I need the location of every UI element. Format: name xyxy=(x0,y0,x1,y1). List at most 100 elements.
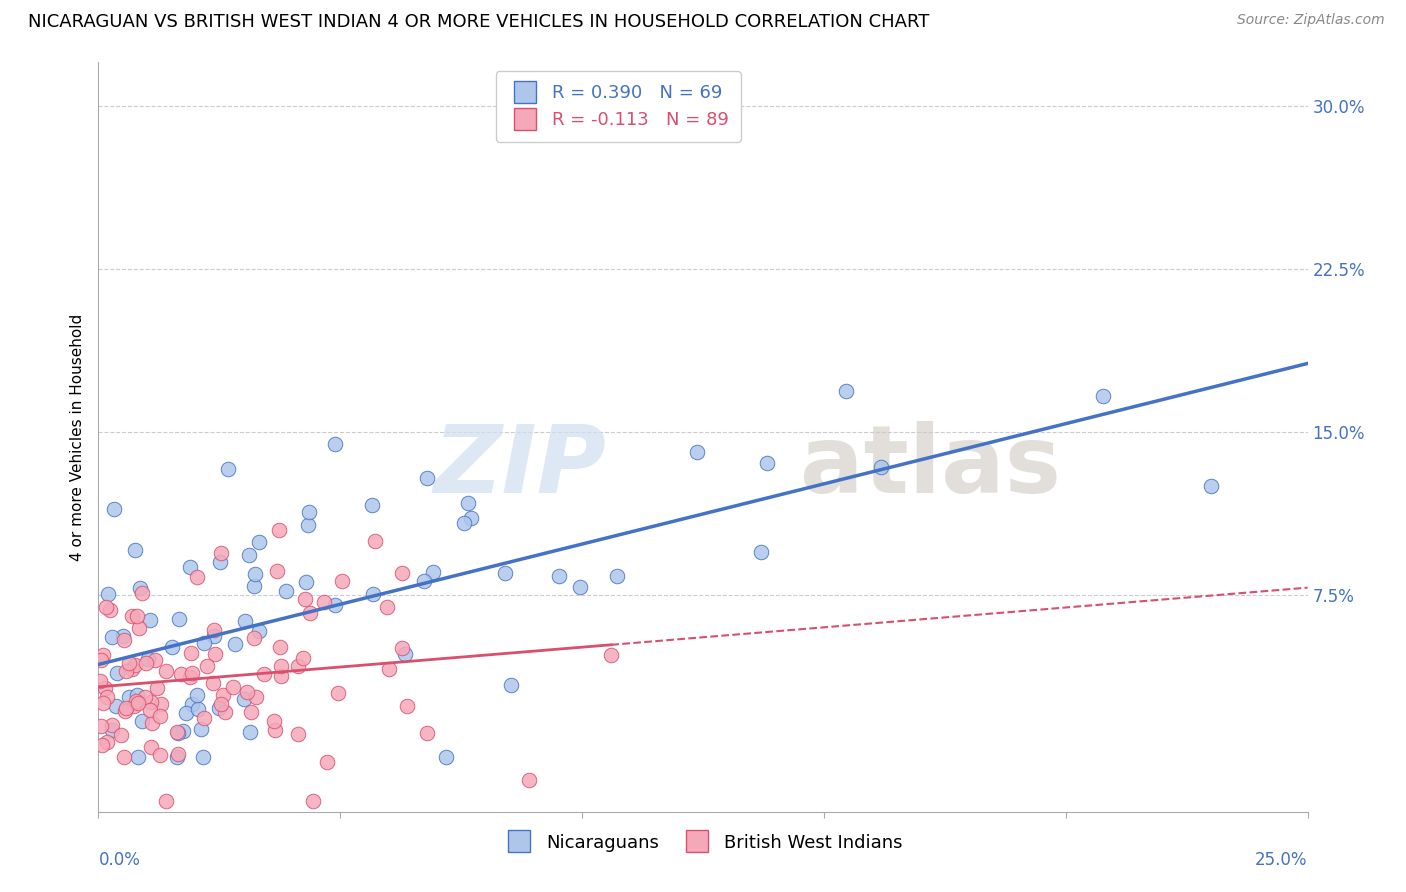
Point xyxy=(141,715,163,730)
Point xyxy=(499,678,522,692)
Point xyxy=(749,544,772,558)
Point xyxy=(202,623,225,637)
Point xyxy=(222,680,245,694)
Point xyxy=(294,575,316,590)
Point xyxy=(239,725,262,739)
Point xyxy=(139,613,162,627)
Point xyxy=(209,546,232,560)
Point xyxy=(94,681,117,695)
Point xyxy=(291,651,314,665)
Point xyxy=(606,569,628,583)
Point xyxy=(148,748,170,763)
Point xyxy=(139,739,162,754)
Point xyxy=(112,750,135,764)
Point xyxy=(297,517,319,532)
Point xyxy=(870,460,893,475)
Point xyxy=(453,516,475,530)
Point xyxy=(209,556,232,570)
Point xyxy=(105,665,128,680)
Legend: Nicaraguans, British West Indians: Nicaraguans, British West Indians xyxy=(496,827,910,859)
Point xyxy=(197,659,219,673)
Point xyxy=(101,723,124,738)
Point xyxy=(118,690,141,705)
Point xyxy=(124,657,146,672)
Point xyxy=(128,621,150,635)
Point xyxy=(312,595,335,609)
Point xyxy=(193,711,215,725)
Point xyxy=(422,565,444,579)
Point xyxy=(174,706,197,720)
Point xyxy=(416,470,439,484)
Point xyxy=(245,690,267,704)
Point xyxy=(328,686,350,700)
Point xyxy=(121,608,143,623)
Point xyxy=(202,629,225,643)
Point xyxy=(90,719,112,733)
Point xyxy=(224,637,246,651)
Point xyxy=(266,565,288,579)
Point xyxy=(457,496,479,510)
Point xyxy=(686,445,709,459)
Point xyxy=(121,662,143,676)
Point xyxy=(835,384,858,398)
Point xyxy=(136,652,159,666)
Point xyxy=(127,750,149,764)
Point xyxy=(91,739,114,753)
Point xyxy=(247,534,270,549)
Point xyxy=(600,648,623,662)
Point xyxy=(287,726,309,740)
Point xyxy=(434,750,457,764)
Point xyxy=(569,580,592,594)
Point xyxy=(103,502,125,516)
Point xyxy=(243,579,266,593)
Point xyxy=(114,704,136,718)
Point xyxy=(186,688,208,702)
Point xyxy=(245,566,267,581)
Point xyxy=(90,653,112,667)
Point xyxy=(233,692,256,706)
Point xyxy=(167,612,190,626)
Point xyxy=(517,772,540,787)
Point xyxy=(363,587,385,601)
Point xyxy=(166,725,188,739)
Point xyxy=(494,566,516,580)
Point xyxy=(412,574,434,588)
Point xyxy=(294,591,316,606)
Point xyxy=(93,648,115,662)
Point xyxy=(460,511,482,525)
Point xyxy=(127,609,149,624)
Point xyxy=(149,708,172,723)
Point xyxy=(217,462,239,476)
Point xyxy=(118,656,141,670)
Point xyxy=(167,747,190,762)
Point xyxy=(111,629,134,643)
Point xyxy=(135,657,157,671)
Text: atlas: atlas xyxy=(800,421,1060,513)
Point xyxy=(391,566,413,580)
Point xyxy=(269,640,291,654)
Point xyxy=(114,665,136,679)
Point xyxy=(1199,479,1222,493)
Point xyxy=(101,718,124,732)
Point xyxy=(360,498,382,512)
Point xyxy=(124,542,146,557)
Point xyxy=(101,630,124,644)
Point xyxy=(104,699,127,714)
Point xyxy=(166,726,188,740)
Point xyxy=(240,706,263,720)
Point xyxy=(155,664,177,678)
Point xyxy=(115,701,138,715)
Point xyxy=(299,606,322,620)
Point xyxy=(214,705,236,719)
Point xyxy=(134,690,156,704)
Point xyxy=(204,647,226,661)
Text: 0.0%: 0.0% xyxy=(98,851,141,869)
Point xyxy=(276,584,298,599)
Point xyxy=(323,436,346,450)
Point xyxy=(131,585,153,599)
Point xyxy=(179,560,201,574)
Point xyxy=(253,667,276,681)
Point xyxy=(270,669,292,683)
Point xyxy=(233,614,256,628)
Point xyxy=(270,659,292,673)
